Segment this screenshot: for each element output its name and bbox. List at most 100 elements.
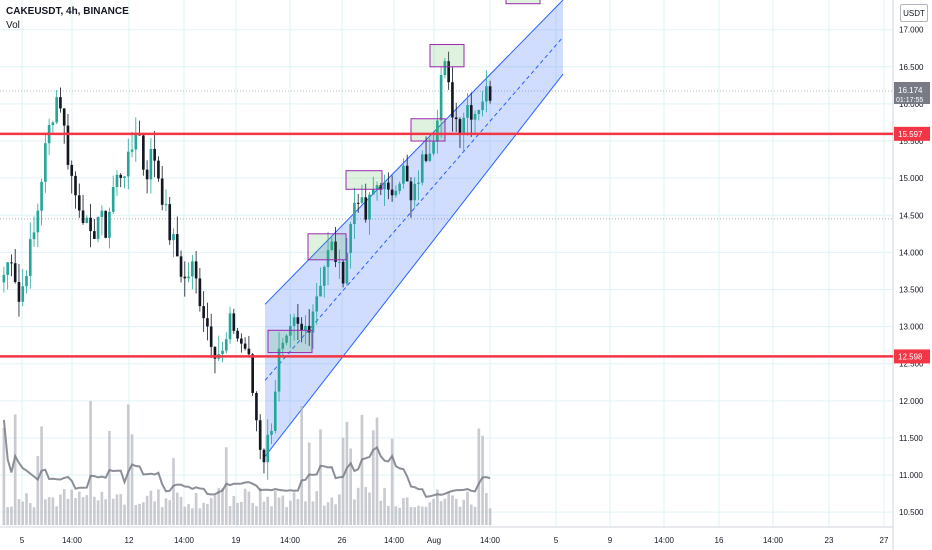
volume-bar	[255, 506, 258, 525]
candle-body	[149, 148, 153, 180]
volume-bar	[443, 498, 447, 525]
candle-body	[436, 120, 439, 142]
volume-bar	[66, 498, 70, 525]
symbol-title: CAKEUSDT, 4h, BINANCE	[6, 6, 129, 17]
volume-bar	[145, 495, 149, 525]
volume-bar	[10, 506, 13, 525]
candle-body	[420, 154, 424, 183]
x-tick-label: 26	[338, 536, 347, 545]
y-tick-label: 14.000	[899, 248, 924, 257]
volume-bar	[473, 506, 477, 525]
candle-body	[356, 202, 360, 204]
candle-body	[194, 261, 198, 279]
volume-bar	[428, 502, 432, 525]
y-tick-label: 10.500	[899, 508, 924, 517]
volume-bar	[160, 507, 164, 525]
highlight-box	[429, 44, 465, 68]
candle-body	[142, 135, 145, 170]
candle-body	[247, 348, 251, 355]
y-tick-label: 17.000	[899, 26, 924, 35]
channel-mid-line	[264, 36, 564, 381]
volume-bar	[390, 438, 394, 525]
candle-body	[74, 175, 77, 196]
volume-bar	[458, 506, 462, 525]
candle-body	[432, 141, 435, 154]
candle-body	[232, 313, 236, 331]
countdown-label: 01:17:55	[896, 97, 923, 104]
volume-bar	[387, 505, 390, 525]
x-tick-label: 9	[608, 536, 613, 545]
volume-bar	[175, 492, 179, 525]
candle-body	[236, 330, 239, 339]
candle-body	[81, 210, 85, 223]
candle-body	[59, 97, 62, 109]
candle-body	[10, 262, 13, 264]
volume-bar	[134, 504, 138, 525]
candle-body	[292, 317, 296, 327]
price-line-label: 12.598	[898, 352, 923, 361]
x-tick-label: 14:00	[62, 536, 83, 545]
candle-body	[187, 276, 190, 279]
volume-bar	[36, 455, 40, 525]
candle-body	[145, 169, 149, 180]
candle-body	[488, 86, 492, 101]
volume-bar	[417, 505, 420, 525]
volume-bar	[451, 495, 454, 525]
candle-body	[338, 261, 341, 263]
candle-body	[179, 256, 183, 277]
volume-ma-line	[2, 419, 491, 498]
volume-bar	[383, 488, 386, 525]
volume-bar	[402, 498, 405, 525]
volume-bar	[47, 497, 51, 525]
volume-bar	[398, 507, 401, 525]
candle-body	[240, 338, 243, 344]
volume-bar	[356, 487, 360, 525]
y-tick-label: 13.000	[899, 323, 924, 332]
volume-bar	[405, 497, 409, 525]
candle-body	[349, 224, 352, 253]
volume-bar	[266, 496, 270, 525]
candle-body	[326, 250, 330, 267]
volume-bar	[258, 487, 262, 525]
candle-body	[209, 326, 213, 347]
candle-body	[469, 105, 473, 120]
y-tick-label: 15.000	[899, 174, 924, 183]
volume-bar	[477, 428, 481, 525]
volume-bar	[240, 501, 243, 525]
volume-bar	[285, 507, 288, 525]
candle-body	[289, 326, 292, 336]
candle-body	[70, 164, 74, 176]
candle-body	[345, 252, 349, 284]
volume-bar	[466, 491, 469, 525]
volume-bar	[277, 497, 281, 525]
volume-bar	[149, 490, 153, 525]
volume-bar	[6, 507, 9, 525]
volume-bar	[119, 494, 123, 525]
candle-body	[172, 234, 175, 241]
volume-bar	[420, 506, 424, 525]
volume-bar	[424, 506, 428, 525]
volume-bar	[364, 487, 368, 525]
volume-bar	[224, 447, 228, 525]
currency-button[interactable]: USDT	[900, 4, 928, 22]
x-tick-label: 23	[825, 536, 834, 545]
candle-body	[270, 430, 273, 435]
price-line-label-bg	[894, 126, 930, 141]
candle-body	[168, 204, 172, 241]
volume-bar	[89, 400, 92, 525]
candle-body	[206, 318, 209, 327]
volume-bar	[202, 502, 205, 525]
last-price-bg	[894, 82, 930, 105]
candle-body	[398, 183, 401, 191]
candle-body	[341, 261, 345, 284]
candle-body	[243, 343, 247, 349]
candle-body	[379, 185, 383, 190]
candle-body	[322, 266, 326, 286]
candle-body	[85, 217, 89, 223]
candle-body	[405, 165, 409, 182]
volume-bar	[191, 508, 194, 525]
volume-bar	[262, 501, 266, 525]
candle-body	[224, 339, 228, 351]
candle-body	[409, 181, 413, 201]
